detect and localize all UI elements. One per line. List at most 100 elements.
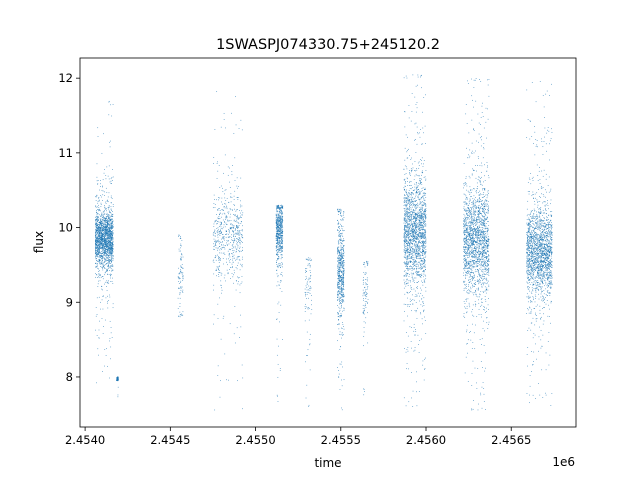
data-point [339, 255, 341, 256]
data-point [111, 183, 112, 185]
data-point [406, 204, 407, 206]
data-point [343, 269, 344, 271]
data-point [282, 243, 283, 245]
data-point [233, 269, 235, 271]
data-point [99, 257, 101, 258]
data-point [337, 294, 339, 296]
data-point [343, 288, 344, 289]
data-point [224, 248, 226, 250]
data-point [101, 244, 103, 246]
data-point [421, 214, 422, 216]
data-point [337, 268, 339, 269]
data-point [337, 229, 338, 231]
data-point [218, 257, 219, 259]
data-point [109, 259, 111, 261]
data-point [280, 224, 282, 226]
data-point [219, 241, 221, 242]
data-point [233, 333, 235, 335]
data-point [281, 239, 283, 241]
data-point [276, 229, 278, 231]
data-point [363, 299, 364, 301]
data-point [110, 244, 112, 246]
data-point [277, 221, 279, 223]
data-point [276, 319, 277, 320]
data-point [407, 196, 409, 198]
data-point [411, 246, 413, 248]
data-point [343, 307, 345, 309]
data-point [236, 226, 238, 228]
data-point [234, 272, 235, 274]
data-point [102, 257, 104, 259]
data-point [105, 264, 107, 266]
data-point [101, 285, 102, 287]
data-point [415, 214, 417, 216]
data-point [343, 277, 345, 279]
data-point [413, 217, 415, 219]
data-point [278, 207, 279, 208]
data-point [106, 348, 107, 350]
data-point [343, 248, 344, 250]
data-point [416, 269, 417, 271]
data-point [366, 262, 368, 264]
data-point [95, 223, 96, 225]
data-point [100, 241, 102, 242]
data-point [422, 247, 423, 248]
data-point [99, 228, 101, 229]
data-point [110, 241, 111, 243]
data-point [309, 281, 311, 283]
data-point [96, 223, 98, 225]
data-point [281, 234, 283, 236]
data-point [218, 269, 219, 271]
data-point [408, 218, 409, 220]
data-point [413, 262, 415, 264]
data-point [111, 177, 113, 179]
data-point [406, 234, 408, 236]
data-point [413, 221, 415, 222]
data-point [278, 250, 280, 252]
data-point [341, 251, 342, 253]
data-point [337, 272, 339, 273]
data-point [223, 113, 225, 114]
data-point [101, 256, 103, 257]
data-point [404, 262, 405, 264]
data-point [406, 193, 407, 195]
data-point [305, 268, 306, 269]
data-point [106, 244, 107, 245]
data-point [111, 210, 112, 211]
data-point [424, 229, 425, 231]
data-point [219, 212, 221, 214]
data-point [407, 185, 409, 186]
data-point [98, 200, 100, 202]
data-point [104, 226, 105, 228]
data-point [403, 202, 405, 203]
data-point [276, 234, 278, 235]
data-point [96, 253, 98, 255]
data-point [103, 246, 105, 248]
data-point [418, 189, 419, 190]
data-point [339, 271, 341, 273]
data-point [106, 224, 108, 225]
data-point [95, 241, 96, 243]
data-point [111, 222, 113, 224]
data-point [108, 240, 110, 241]
data-point [407, 224, 408, 226]
data-point [105, 216, 107, 218]
data-point [403, 229, 405, 230]
data-point [340, 303, 342, 304]
data-point [101, 257, 103, 259]
data-point [416, 200, 417, 202]
data-point [95, 258, 97, 260]
data-point [340, 247, 342, 249]
data-point [101, 243, 102, 245]
data-point [100, 227, 102, 229]
data-point [216, 162, 218, 164]
data-point [237, 227, 239, 228]
data-point [98, 228, 99, 230]
data-point [105, 218, 107, 219]
data-point [96, 227, 98, 229]
data-point [99, 248, 101, 249]
data-point [111, 227, 113, 229]
data-point [337, 246, 339, 248]
data-point [108, 234, 110, 236]
data-point [282, 205, 284, 207]
